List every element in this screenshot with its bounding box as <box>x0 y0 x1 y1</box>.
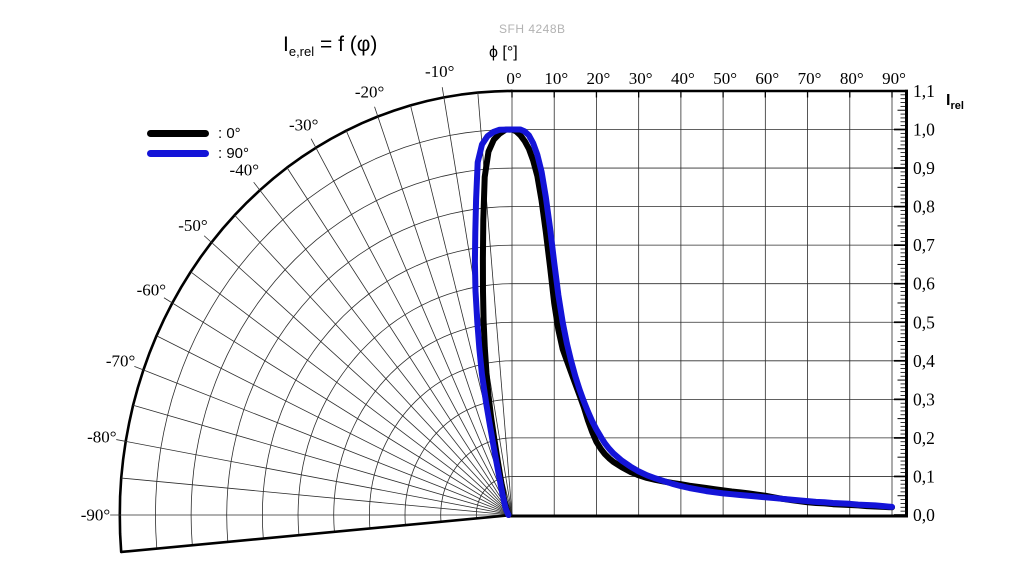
polar-radial <box>477 92 513 516</box>
right-tick-label: 0,3 <box>913 389 935 409</box>
legend: : 0° : 90° <box>147 123 249 163</box>
polar-ring <box>333 321 513 533</box>
legend-item-90deg: : 90° <box>147 143 249 163</box>
right-tick-label: 0,8 <box>913 197 935 217</box>
polar-edge-line <box>121 513 513 554</box>
polar-radial <box>286 167 513 516</box>
right-tick-label: 0,6 <box>913 274 935 294</box>
polar-radial <box>134 366 513 516</box>
polar-radial <box>190 271 513 516</box>
polar-radial <box>156 335 513 516</box>
polar-radial <box>133 404 513 516</box>
top-tick-label: 60° <box>755 69 779 88</box>
polar-ring <box>404 398 513 526</box>
polar-tick-label: -80° <box>87 427 116 446</box>
polar-ring <box>368 360 513 529</box>
chart-title-subscript: e,rel <box>288 44 315 60</box>
top-tick-label: 20° <box>587 69 611 88</box>
polar-ring <box>261 244 513 539</box>
right-tick-label: 0,2 <box>913 428 935 448</box>
right-tick-label: 1,1 <box>913 81 935 101</box>
polar-radial <box>121 477 513 516</box>
polar-tick-label: -40° <box>230 161 259 180</box>
right-tick-label: 0,1 <box>913 466 935 486</box>
polar-ring <box>226 206 513 543</box>
polar-radial <box>203 235 513 516</box>
right-tick-label: 0,7 <box>913 235 935 255</box>
chart-title-function: = f (φ) <box>314 33 378 56</box>
polar-tick-label: -60° <box>137 280 166 299</box>
legend-label-0deg: : 0° <box>218 124 241 142</box>
polar-tick-label: -70° <box>106 352 135 371</box>
polar-tick-label: -10° <box>425 62 454 81</box>
right-tick-label: 0,5 <box>913 312 935 332</box>
right-tick-label: 0,0 <box>913 505 935 525</box>
legend-label-90deg: : 90° <box>218 144 250 162</box>
top-tick-label: 40° <box>671 69 695 88</box>
irel-axis-label-main: I <box>946 92 951 109</box>
polar-radial <box>116 439 513 516</box>
legend-item-0deg: : 0° <box>147 123 249 143</box>
right-tick-label: 0,9 <box>913 158 935 178</box>
chart-title: Ie,rel = f (φ) <box>283 33 377 59</box>
polar-tick-label: -30° <box>289 116 318 135</box>
polar-ring <box>154 129 513 549</box>
polar-radial <box>374 106 513 516</box>
polar-ring <box>297 283 513 536</box>
top-tick-label: 90° <box>882 69 906 88</box>
watermark-part-number: SFH 4248B <box>499 22 566 36</box>
chart-title-symbol: I <box>283 33 289 56</box>
top-tick-label: 70° <box>798 69 822 88</box>
top-tick-label: 10° <box>544 69 568 88</box>
curve-90deg <box>471 126 895 518</box>
right-tick-label: 0,4 <box>913 351 935 371</box>
polar-radial <box>310 138 513 516</box>
polar-radial <box>163 297 513 516</box>
polar-radial <box>345 130 513 516</box>
phi-axis-label: ϕ [°] <box>489 44 518 61</box>
legend-swatch-90deg <box>147 149 209 157</box>
legend-swatch-0deg <box>147 129 209 137</box>
polar-tick-label: -20° <box>355 82 384 101</box>
top-tick-label: 80° <box>840 69 864 88</box>
top-tick-label: 0° <box>506 69 521 88</box>
polar-tick-label: -90° <box>81 506 110 525</box>
polar-tick-label: -50° <box>178 216 207 235</box>
irel-axis-label: Irel <box>946 92 964 112</box>
polar-ring <box>190 167 513 546</box>
polar-outer-ring <box>118 89 514 554</box>
right-tick-label: 1,0 <box>913 120 935 140</box>
polar-radial <box>234 214 513 516</box>
top-tick-label: 50° <box>713 69 737 88</box>
irel-axis-label-sub: rel <box>950 100 964 113</box>
top-tick-label: 30° <box>629 69 653 88</box>
polar-radial <box>253 181 513 516</box>
